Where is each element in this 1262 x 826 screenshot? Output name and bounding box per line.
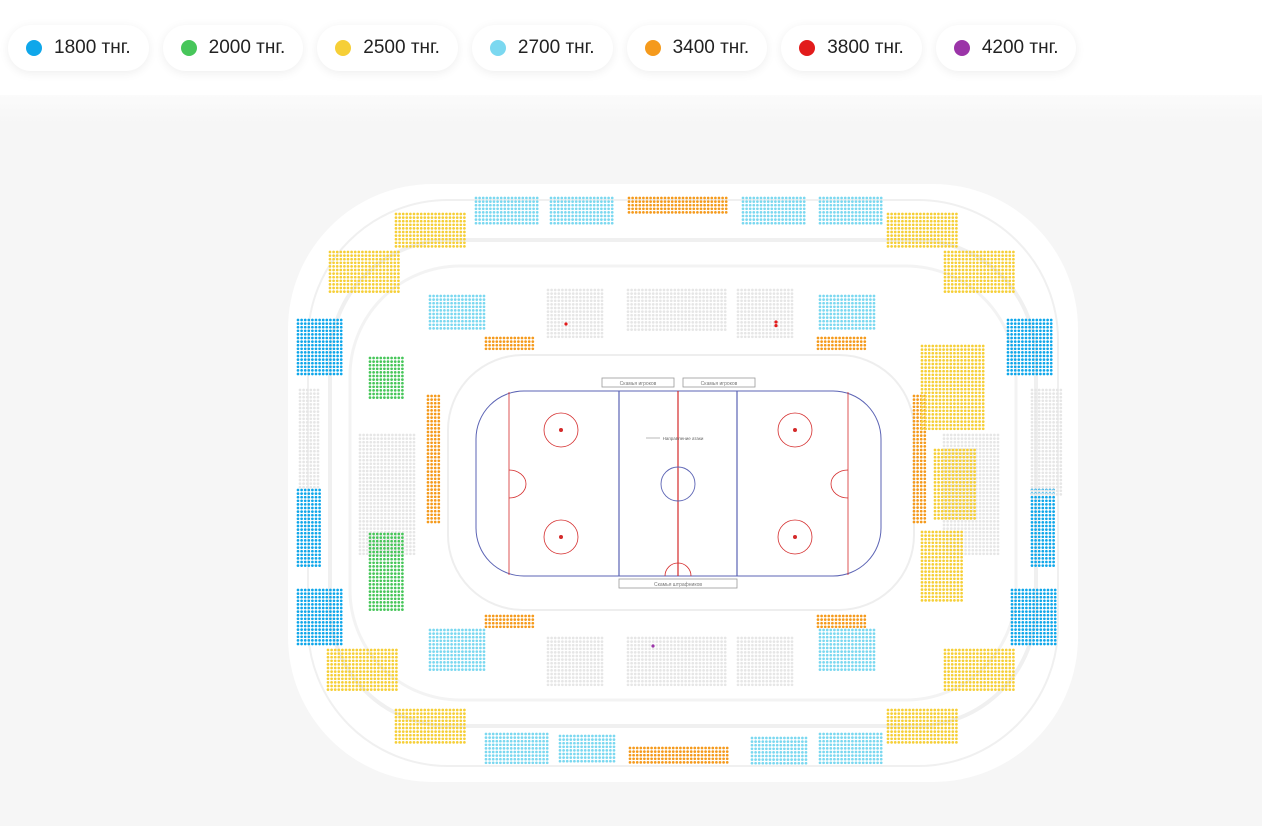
price-color-dot bbox=[26, 40, 42, 56]
inner-bottom-center[interactable] bbox=[626, 636, 727, 687]
inner-corner-bottom-right[interactable] bbox=[818, 628, 876, 671]
outer-left-gray[interactable] bbox=[298, 388, 320, 489]
players-bench-left-label: Скамья игроков bbox=[620, 381, 657, 387]
rink-bottom-right[interactable] bbox=[816, 614, 867, 629]
section-green-lower[interactable] bbox=[368, 532, 404, 611]
price-color-dot bbox=[953, 40, 970, 56]
price-color-dot bbox=[799, 40, 816, 56]
seat-3800-b[interactable] bbox=[774, 320, 778, 328]
corner-top-right-b[interactable] bbox=[943, 250, 1015, 293]
section-top-4[interactable] bbox=[818, 196, 883, 225]
corner-bottom-right-a[interactable] bbox=[943, 648, 1015, 691]
section-bottom-center[interactable] bbox=[628, 746, 729, 764]
price-filter-0[interactable]: 1800 тнг. bbox=[8, 25, 149, 71]
section-top-3[interactable] bbox=[741, 196, 806, 225]
section-bottom-4[interactable] bbox=[818, 732, 883, 765]
section-left-mid[interactable] bbox=[296, 488, 321, 567]
inner-top-center[interactable] bbox=[626, 288, 727, 331]
corner-top-left-a[interactable] bbox=[394, 212, 466, 248]
price-filter-6[interactable]: 4200 тнг. bbox=[935, 25, 1077, 71]
price-filter-2[interactable]: 2500 тнг. bbox=[317, 25, 458, 71]
inner-top-1[interactable] bbox=[546, 288, 604, 339]
price-color-dot bbox=[644, 40, 661, 56]
corner-bottom-right-b[interactable] bbox=[886, 708, 958, 744]
inner-bottom-2[interactable] bbox=[736, 636, 794, 687]
inner-corner-bottom-left[interactable] bbox=[428, 628, 486, 671]
inner-corner-top-right[interactable] bbox=[818, 294, 876, 330]
section-yellow-right-lower[interactable] bbox=[920, 530, 963, 602]
price-filter-3[interactable]: 2700 тнг. bbox=[471, 25, 613, 71]
rink-bottom-left[interactable] bbox=[484, 614, 535, 629]
attack-direction-label: Направление атаки bbox=[663, 436, 704, 441]
price-legend: 1800 тнг. 2000 тнг. 2500 тнг. 2700 тнг. 3400… bbox=[8, 25, 1077, 71]
section-yellow-right-mid[interactable] bbox=[933, 448, 976, 520]
price-label: 1800 тнг. bbox=[54, 37, 131, 58]
arena-seating-map[interactable]: Скамья игроков Скамья игроков Скамья штр… bbox=[0, 95, 1262, 826]
rink-left-side[interactable] bbox=[426, 394, 441, 524]
inner-corner-top-left[interactable] bbox=[428, 294, 486, 330]
section-left-lower[interactable] bbox=[296, 588, 343, 646]
rink-top-left[interactable] bbox=[484, 336, 535, 351]
seat-blocks bbox=[296, 196, 1063, 765]
price-color-dot bbox=[180, 40, 197, 56]
price-label: 3400 тнг. bbox=[672, 37, 750, 58]
outer-right-gray[interactable] bbox=[1030, 388, 1063, 496]
price-label: 3800 тнг. bbox=[827, 37, 904, 58]
price-label: 2000 тнг. bbox=[208, 37, 286, 58]
players-bench-right bbox=[682, 377, 756, 388]
inner-bottom-1[interactable] bbox=[546, 636, 604, 687]
section-right-lower[interactable] bbox=[1010, 588, 1057, 646]
price-color-dot bbox=[489, 40, 506, 56]
price-filter-5[interactable]: 3800 тнг. bbox=[781, 25, 922, 71]
corner-bottom-left-a[interactable] bbox=[326, 648, 398, 691]
penalty-box-label: Скамья штрафников bbox=[654, 582, 702, 588]
price-label: 2700 тнг. bbox=[517, 37, 595, 58]
section-right-upper[interactable] bbox=[1006, 318, 1053, 376]
section-yellow-right-upper[interactable] bbox=[920, 344, 985, 431]
seat-4200[interactable] bbox=[651, 644, 655, 648]
seat-3800-a[interactable] bbox=[564, 322, 568, 326]
price-filter-1[interactable]: 2000 тнг. bbox=[162, 25, 304, 71]
rink-top-right[interactable] bbox=[816, 336, 867, 351]
penalty-box bbox=[618, 578, 738, 589]
price-label: 4200 тнг. bbox=[981, 37, 1059, 58]
section-bottom-2[interactable] bbox=[558, 734, 616, 763]
inner-left[interactable] bbox=[358, 433, 416, 556]
arena-inner-ring bbox=[348, 264, 1018, 702]
corner-bottom-left-b[interactable] bbox=[394, 708, 466, 744]
corner-top-left-b[interactable] bbox=[328, 250, 400, 293]
section-right-mid[interactable] bbox=[1030, 488, 1055, 567]
section-top-1[interactable] bbox=[474, 196, 539, 225]
section-top-center[interactable] bbox=[627, 196, 728, 214]
players-bench-right-label: Скамья игроков bbox=[701, 381, 738, 387]
price-color-dot bbox=[335, 40, 352, 56]
section-left-upper[interactable] bbox=[296, 318, 343, 376]
section-green-upper[interactable] bbox=[368, 356, 404, 399]
price-filter-4[interactable]: 3400 тнг. bbox=[626, 25, 768, 71]
section-bottom-1[interactable] bbox=[484, 732, 549, 765]
price-label: 2500 тнг. bbox=[363, 37, 440, 58]
corner-top-right-a[interactable] bbox=[886, 212, 958, 248]
hockey-rink bbox=[475, 390, 882, 577]
section-bottom-3[interactable] bbox=[750, 736, 808, 765]
price-legend-bar: 1800 тнг. 2000 тнг. 2500 тнг. 2700 тнг. 3400… bbox=[0, 0, 1262, 95]
section-top-2[interactable] bbox=[549, 196, 614, 225]
players-bench-left bbox=[601, 377, 675, 388]
